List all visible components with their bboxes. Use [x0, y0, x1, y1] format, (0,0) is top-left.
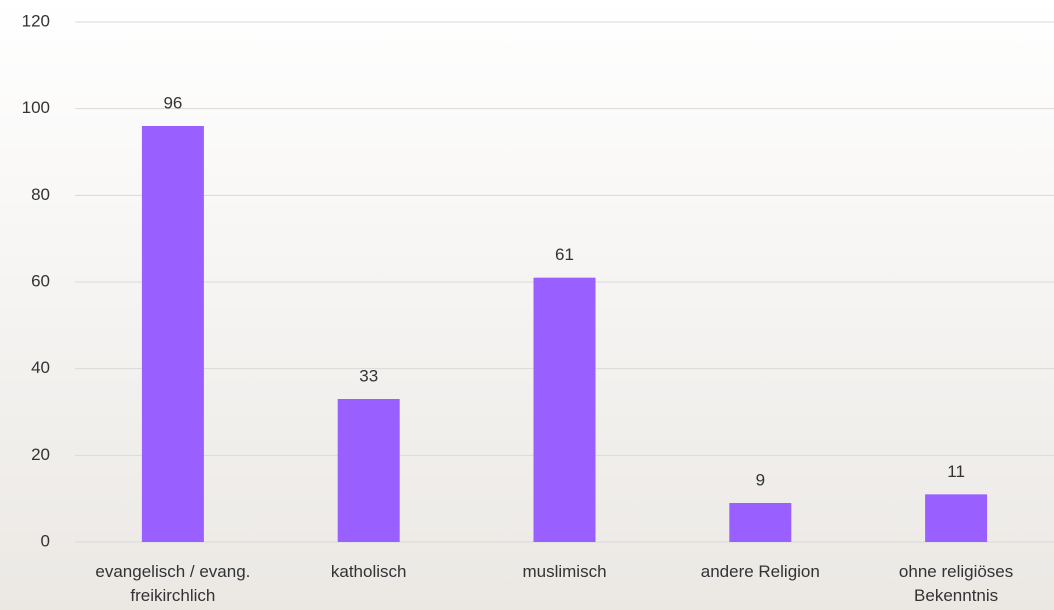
y-tick-label: 100 [22, 98, 50, 117]
x-tick-label: ohne religiöses Bekenntnis [898, 562, 1014, 605]
bar [337, 399, 400, 542]
x-tick-label: muslimisch [522, 562, 607, 581]
data-label: 9 [756, 470, 765, 489]
x-tick-label: evangelisch / evang. freikirchlich [95, 562, 251, 605]
x-tick-label: katholisch [330, 562, 407, 581]
data-label: 33 [359, 366, 378, 385]
data-label: 96 [163, 93, 182, 112]
y-tick-label: 20 [31, 445, 50, 464]
bar [141, 126, 204, 542]
data-label: 11 [947, 462, 965, 481]
bar [729, 503, 792, 542]
y-tick-label: 80 [31, 185, 50, 204]
bar [533, 277, 596, 542]
x-tick-label: andere Religion [700, 562, 820, 581]
bar [925, 494, 988, 542]
y-tick-label: 0 [41, 531, 50, 550]
y-tick-label: 120 [22, 11, 50, 30]
y-tick-label: 60 [31, 271, 50, 290]
data-label: 61 [555, 245, 574, 264]
y-tick-label: 40 [31, 358, 50, 377]
